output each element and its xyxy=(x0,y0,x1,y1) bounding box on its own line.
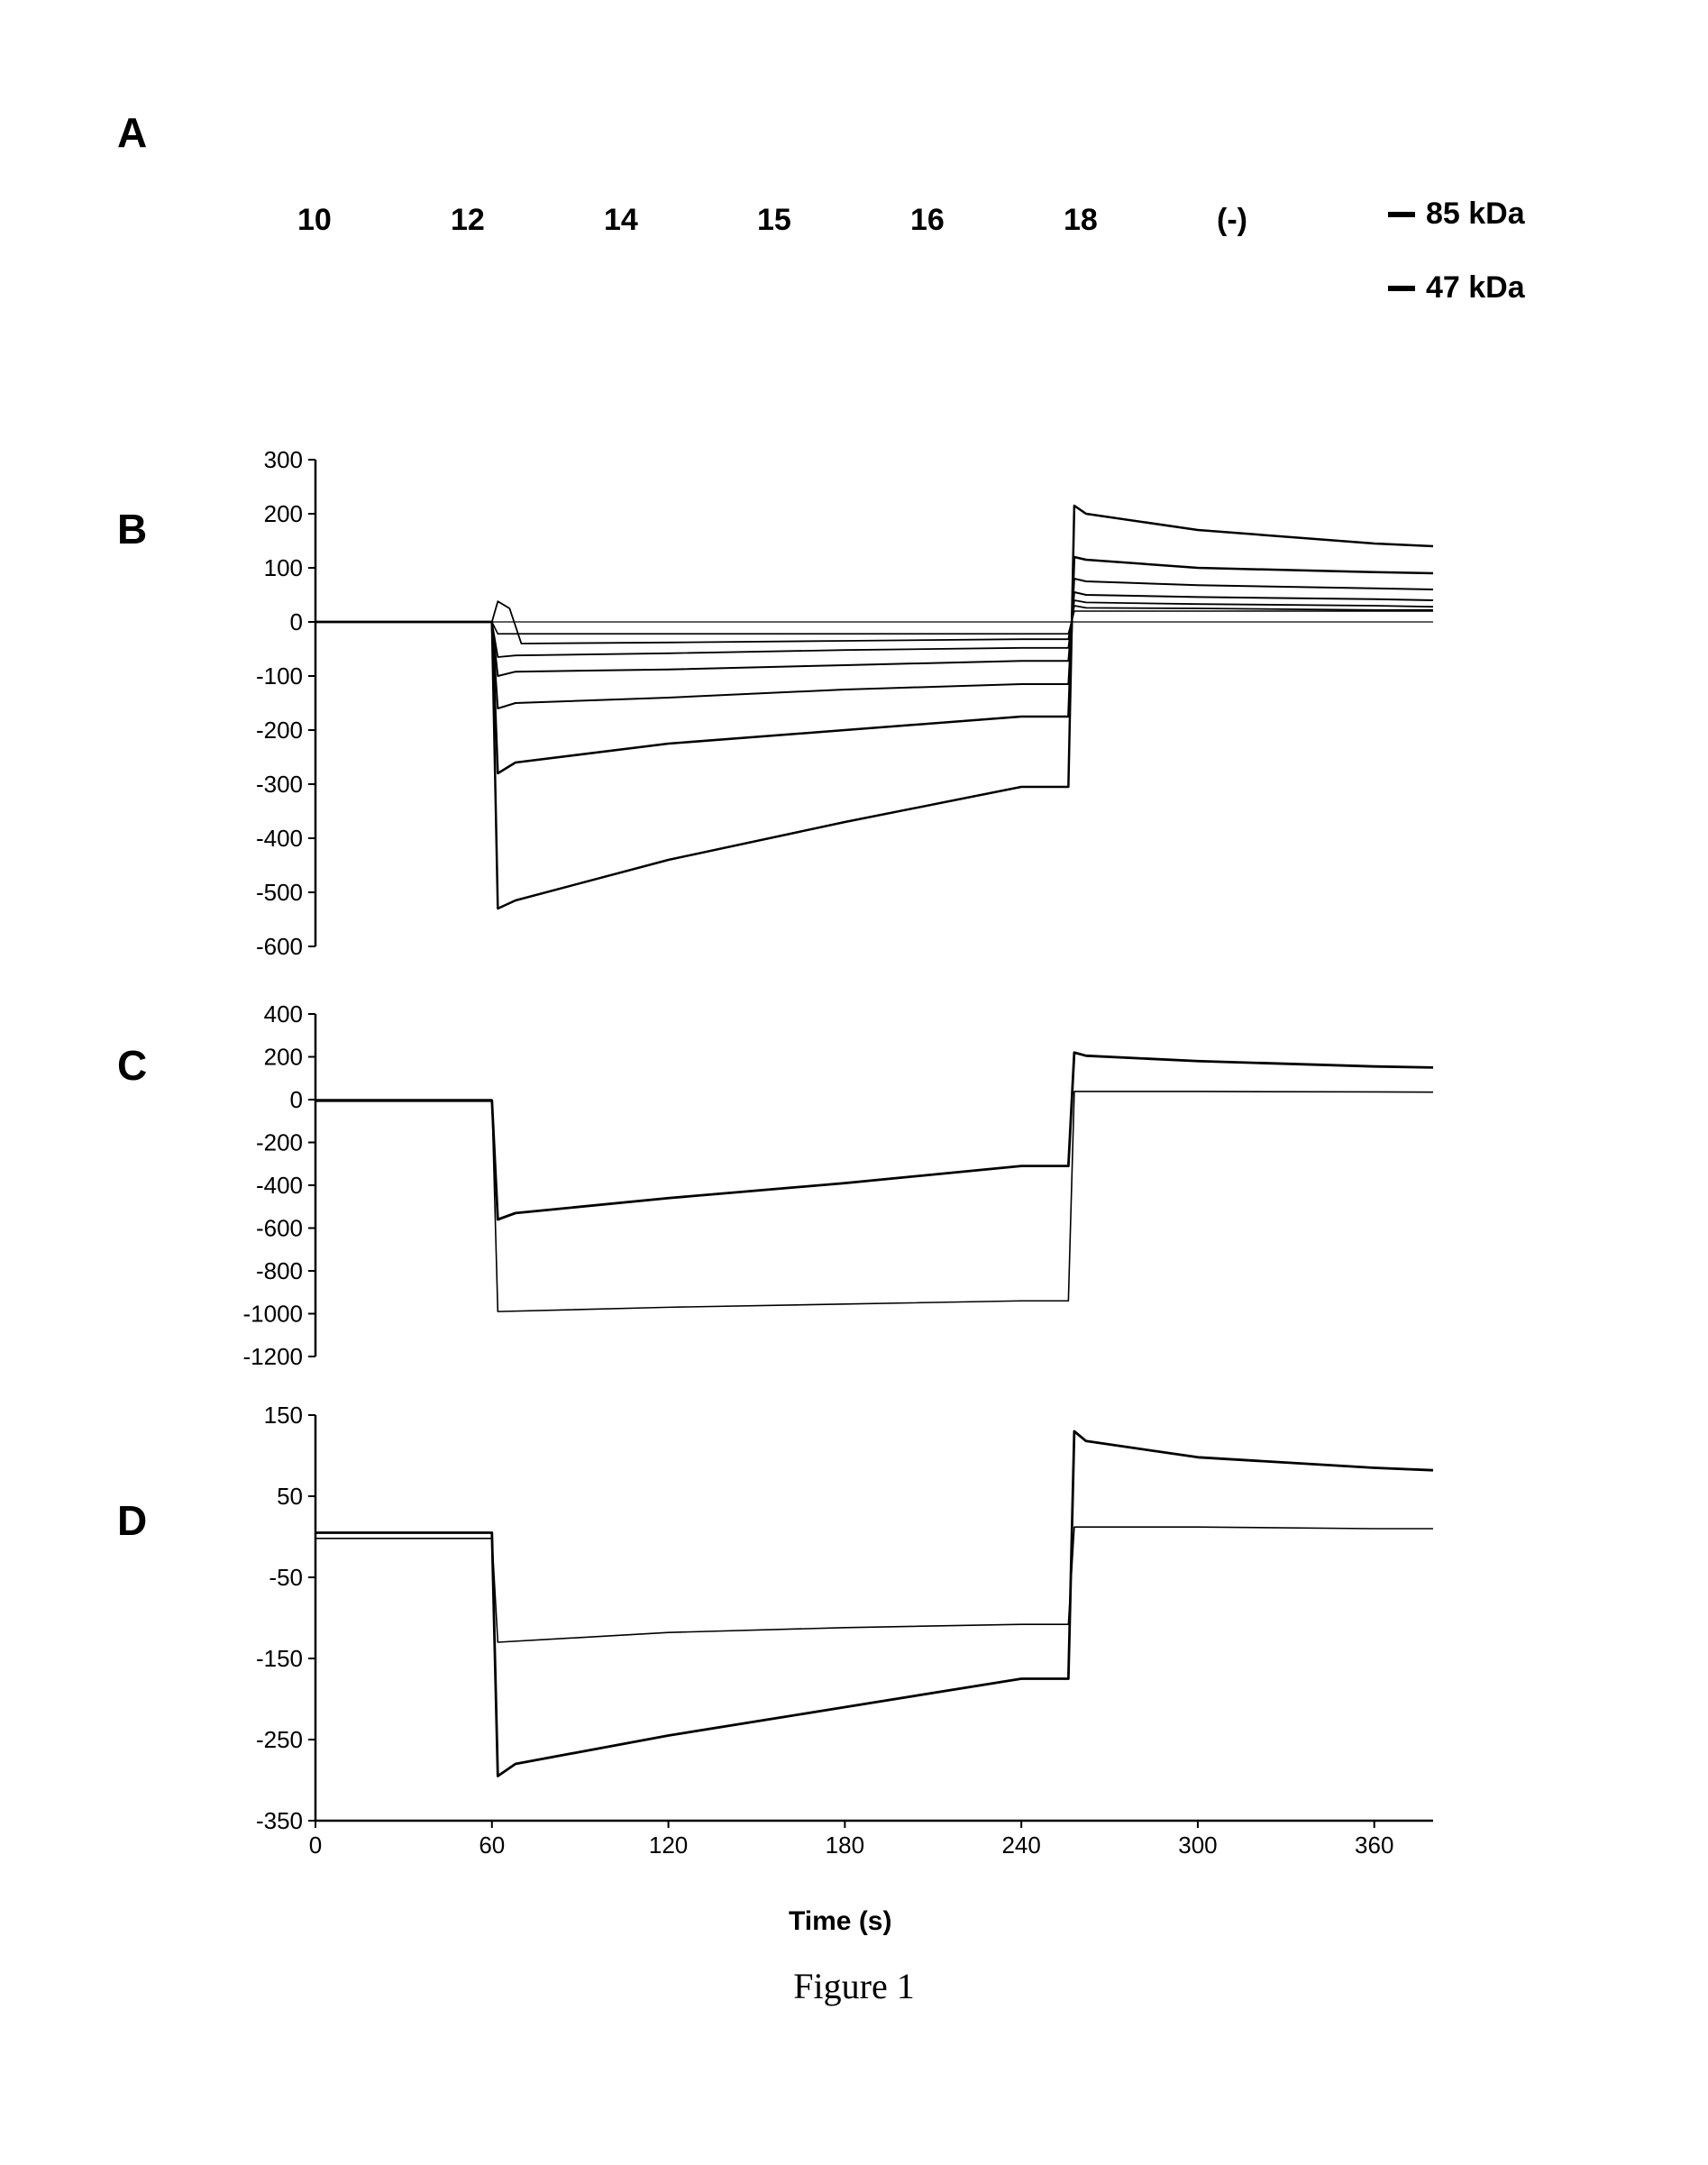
mw-marker: 85 kDa xyxy=(1388,196,1525,232)
chart-wrap-b: -600 -500 -400 -300 -200 -100 0 100 200 300 xyxy=(225,451,1442,955)
lane-label: 10 xyxy=(297,203,332,238)
svg-text:-250: -250 xyxy=(256,1726,303,1753)
panel-label-a: A xyxy=(117,108,147,157)
svg-text:-300: -300 xyxy=(256,771,303,798)
svg-text:-600: -600 xyxy=(256,1215,303,1242)
lane-label: 12 xyxy=(451,203,485,238)
svg-text:300: 300 xyxy=(1178,1832,1217,1859)
svg-text:240: 240 xyxy=(1001,1832,1040,1859)
svg-text:-100: -100 xyxy=(256,662,303,690)
panel-label-d: D xyxy=(117,1496,147,1545)
svg-text:180: 180 xyxy=(826,1832,864,1859)
mw-marker: 47 kDa xyxy=(1388,270,1525,306)
chart-c: -1200 -1000 -800 -600 -400 -200 0 200 400 xyxy=(225,1005,1442,1366)
series-line xyxy=(315,1092,1433,1311)
mw-marker-label: 85 kDa xyxy=(1426,196,1525,232)
svg-text:-500: -500 xyxy=(256,879,303,906)
lane-label: 16 xyxy=(910,203,945,238)
svg-text:-1000: -1000 xyxy=(243,1301,304,1328)
svg-text:120: 120 xyxy=(649,1832,688,1859)
svg-text:0: 0 xyxy=(290,608,303,635)
svg-text:300: 300 xyxy=(264,451,303,473)
x-axis-label: Time (s) xyxy=(789,1906,891,1937)
svg-text:50: 50 xyxy=(277,1483,303,1510)
svg-text:-400: -400 xyxy=(256,1172,303,1199)
svg-text:-350: -350 xyxy=(256,1807,303,1834)
svg-text:-200: -200 xyxy=(256,717,303,744)
panel-label-c: C xyxy=(117,1041,147,1090)
svg-text:200: 200 xyxy=(264,1044,303,1071)
chart-b: -600 -500 -400 -300 -200 -100 0 100 200 300 xyxy=(225,451,1442,955)
series-line xyxy=(315,1053,1433,1220)
svg-text:-400: -400 xyxy=(256,825,303,852)
svg-text:-600: -600 xyxy=(256,933,303,955)
svg-text:400: 400 xyxy=(264,1005,303,1028)
series-line xyxy=(315,506,1433,909)
lane-label: 14 xyxy=(604,203,638,238)
svg-text:-150: -150 xyxy=(256,1645,303,1672)
svg-text:60: 60 xyxy=(479,1832,505,1859)
svg-text:-50: -50 xyxy=(269,1564,303,1591)
chart-wrap-d: -350 -250 -150 -50 50 150 0 60 120 180 240 300 360 xyxy=(225,1406,1442,1884)
chart-d: -350 -250 -150 -50 50 150 0 60 120 180 240 300 360 xyxy=(225,1406,1442,1884)
lane-label: (-) xyxy=(1217,203,1247,238)
figure-caption: Figure 1 xyxy=(0,1965,1708,2007)
svg-text:-1200: -1200 xyxy=(243,1343,304,1366)
lane-label: 15 xyxy=(757,203,791,238)
mw-marker-dash xyxy=(1388,212,1415,217)
svg-text:100: 100 xyxy=(264,554,303,581)
svg-text:360: 360 xyxy=(1355,1832,1393,1859)
svg-text:-800: -800 xyxy=(256,1257,303,1284)
svg-text:150: 150 xyxy=(264,1406,303,1429)
svg-text:-200: -200 xyxy=(256,1129,303,1156)
lane-label: 18 xyxy=(1064,203,1098,238)
svg-text:0: 0 xyxy=(290,1086,303,1113)
panel-label-b: B xyxy=(117,505,147,553)
series-line xyxy=(315,1527,1433,1642)
chart-wrap-c: -1200 -1000 -800 -600 -400 -200 0 200 400 xyxy=(225,1005,1442,1366)
series-line xyxy=(315,1431,1433,1777)
svg-text:200: 200 xyxy=(264,500,303,527)
mw-marker-label: 47 kDa xyxy=(1426,270,1525,306)
mw-marker-dash xyxy=(1388,286,1415,291)
svg-text:0: 0 xyxy=(309,1832,322,1859)
